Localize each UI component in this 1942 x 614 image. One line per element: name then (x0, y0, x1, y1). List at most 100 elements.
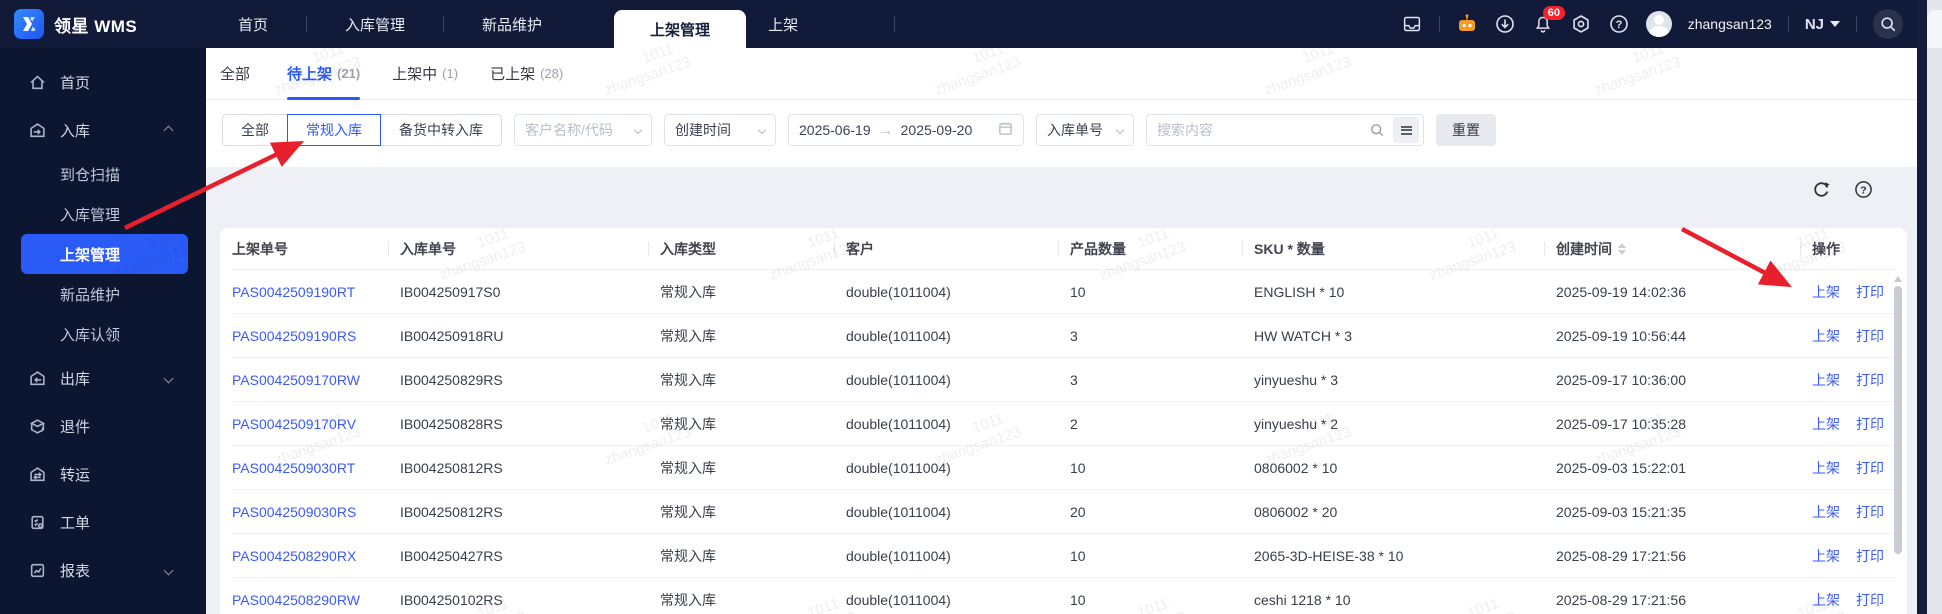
inbound-no-cell: IB004250812RS (400, 503, 503, 520)
sidebar-item-inbound-mgmt[interactable]: 入库管理 (0, 194, 206, 234)
print-action-link[interactable]: 打印 (1856, 547, 1884, 564)
sidebar-item-home[interactable]: 首页 (0, 58, 206, 106)
user-avatar[interactable] (1645, 11, 1672, 37)
sku-qty-cell: 0806002 * 10 (1254, 459, 1338, 476)
sidebar-item-label: 出库 (60, 370, 91, 388)
print-action-link[interactable]: 打印 (1856, 327, 1884, 344)
date-range-picker[interactable]: 2025-06-19 → 2025-09-20 (788, 114, 1024, 146)
sidebar-item-reports[interactable]: 报表 (0, 546, 206, 594)
tab-pending-shelve[interactable]: 待上架 (21) (287, 48, 361, 100)
scrollbar-thumb[interactable] (1894, 286, 1902, 554)
type-regular-inbound-button[interactable]: 常规入库 (287, 114, 381, 146)
sidebar-item-label: 报表 (60, 562, 91, 580)
shelf-no-link[interactable]: PAS0042508290RX (232, 547, 357, 564)
table-row: PAS0042509030RT IB004250812RS 常规入库 doubl… (232, 446, 1895, 490)
sidebar-item-returns[interactable]: 退件 (0, 402, 206, 450)
shelve-action-link[interactable]: 上架 (1812, 547, 1840, 564)
shelve-action-link[interactable]: 上架 (1812, 283, 1840, 300)
top-bar-right: 60 ? zhangsan123 NJ (1401, 6, 1917, 39)
sidebar-item-label: 工单 (60, 514, 91, 532)
top-tab-shelve[interactable]: 上架 (768, 16, 799, 34)
top-tab-shelving-mgmt-active[interactable]: 上架管理 (614, 10, 747, 48)
table-scrollbar[interactable] (1894, 274, 1902, 614)
table-row: PAS0042508290RX IB004250427RS 常规入库 doubl… (232, 534, 1895, 578)
search-input[interactable] (1157, 122, 1361, 138)
sidebar-item-inbound[interactable]: 入库 (0, 106, 206, 154)
sort-icon[interactable] (1618, 242, 1626, 255)
notification-bell-icon[interactable]: 60 (1532, 6, 1565, 35)
shelf-no-link[interactable]: PAS0042508290RW (232, 591, 360, 608)
top-nav-home[interactable]: 首页 (238, 16, 269, 34)
robot-assistant-icon[interactable] (1456, 13, 1478, 35)
shelve-action-link[interactable]: 上架 (1812, 591, 1840, 608)
inbound-type-segmented: 全部 常规入库 备货中转入库 (222, 114, 502, 146)
refresh-icon[interactable] (1811, 179, 1831, 199)
shelf-no-link[interactable]: PAS0042509030RS (232, 503, 357, 520)
nav-divider (1787, 16, 1789, 32)
sidebar-item-shelving-mgmt[interactable]: 上架管理 (21, 234, 188, 274)
inbound-type-cell: 常规入库 (660, 283, 716, 300)
search-field-select[interactable]: 入库单号 (1036, 114, 1134, 146)
type-all-button[interactable]: 全部 (222, 114, 288, 146)
sidebar-item-inbound-claim[interactable]: 入库认领 (0, 314, 206, 354)
time-field-select[interactable]: 创建时间 (664, 114, 776, 146)
tab-shelving[interactable]: 上架中 (1) (392, 48, 458, 100)
reset-button[interactable]: 重置 (1436, 114, 1496, 146)
customer-select[interactable]: 客户名称/代码 (514, 114, 652, 146)
calendar-icon (998, 121, 1013, 139)
sidebar-item-new-product[interactable]: 新品维护 (0, 274, 206, 314)
product-qty-cell: 10 (1070, 547, 1086, 564)
global-search-icon[interactable] (1873, 9, 1903, 39)
tab-all[interactable]: 全部 (220, 48, 255, 100)
created-time-cell: 2025-08-29 17:21:56 (1556, 591, 1686, 608)
table-help-icon[interactable]: ? (1853, 179, 1873, 199)
sidebar-item-transfer[interactable]: 转运 (0, 450, 206, 498)
print-action-link[interactable]: 打印 (1856, 283, 1884, 300)
sku-qty-cell: 2065-3D-HEISE-38 * 10 (1254, 547, 1404, 564)
shelve-action-link[interactable]: 上架 (1812, 327, 1840, 344)
settings-gear-icon[interactable] (1570, 13, 1592, 35)
date-to-value: 2025-09-20 (900, 122, 973, 138)
sku-qty-cell: 0806002 * 20 (1254, 503, 1338, 520)
sidebar-item-outbound[interactable]: 出库 (0, 354, 206, 402)
inbox-icon[interactable] (1401, 13, 1423, 35)
col-shelf-no: 上架单号 (232, 240, 288, 257)
print-action-link[interactable]: 打印 (1856, 591, 1884, 608)
warehouse-selector[interactable]: NJ (1805, 16, 1840, 33)
print-action-link[interactable]: 打印 (1856, 459, 1884, 476)
print-action-link[interactable]: 打印 (1856, 371, 1884, 388)
top-nav-new-product[interactable]: 新品维护 (482, 16, 543, 34)
status-tabs: 全部 待上架 (21) 上架中 (1) 已上架 (28) (206, 48, 1917, 100)
customer-select-placeholder: 客户名称/代码 (525, 122, 613, 138)
shelf-no-link[interactable]: PAS0042509190RT (232, 283, 356, 300)
saved-filter-icon[interactable] (1393, 117, 1419, 143)
download-icon[interactable] (1494, 13, 1516, 35)
shelf-no-link[interactable]: PAS0042509030RT (232, 459, 356, 476)
sidebar-item-arrival-scan[interactable]: 到仓扫描 (0, 154, 206, 194)
help-icon[interactable]: ? (1608, 13, 1630, 35)
print-action-link[interactable]: 打印 (1856, 503, 1884, 520)
sidebar-item-work-order[interactable]: 工单 (0, 498, 206, 546)
inbound-no-cell: IB004250829RS (400, 371, 503, 388)
shelve-action-link[interactable]: 上架 (1812, 503, 1840, 520)
shelve-action-link[interactable]: 上架 (1812, 459, 1840, 476)
shelf-no-link[interactable]: PAS0042509170RV (232, 415, 357, 432)
search-input-group (1146, 114, 1424, 146)
sidebar-item-label: 到仓扫描 (60, 166, 121, 184)
type-stock-transfer-button[interactable]: 备货中转入库 (380, 114, 502, 146)
print-action-link[interactable]: 打印 (1856, 415, 1884, 432)
col-actions: 操作 (1800, 239, 1895, 259)
inbound-no-cell: IB004250828RS (400, 415, 503, 432)
shelf-no-link[interactable]: PAS0042509170RW (232, 371, 360, 388)
date-from-value: 2025-06-19 (799, 122, 871, 138)
top-nav-inbound-mgmt[interactable]: 入库管理 (345, 16, 406, 34)
search-icon[interactable] (1369, 122, 1385, 138)
top-nav: 首页 入库管理 新品维护 上架管理 上架 (200, 0, 896, 48)
tab-shelved[interactable]: 已上架 (28) (490, 48, 563, 100)
table-row: PAS0042509190RS IB004250918RU 常规入库 doubl… (232, 314, 1895, 358)
tab-count: (28) (540, 66, 564, 81)
shelve-action-link[interactable]: 上架 (1812, 415, 1840, 432)
nav-divider (1856, 16, 1857, 32)
shelf-no-link[interactable]: PAS0042509190RS (232, 327, 357, 344)
shelve-action-link[interactable]: 上架 (1812, 371, 1840, 388)
